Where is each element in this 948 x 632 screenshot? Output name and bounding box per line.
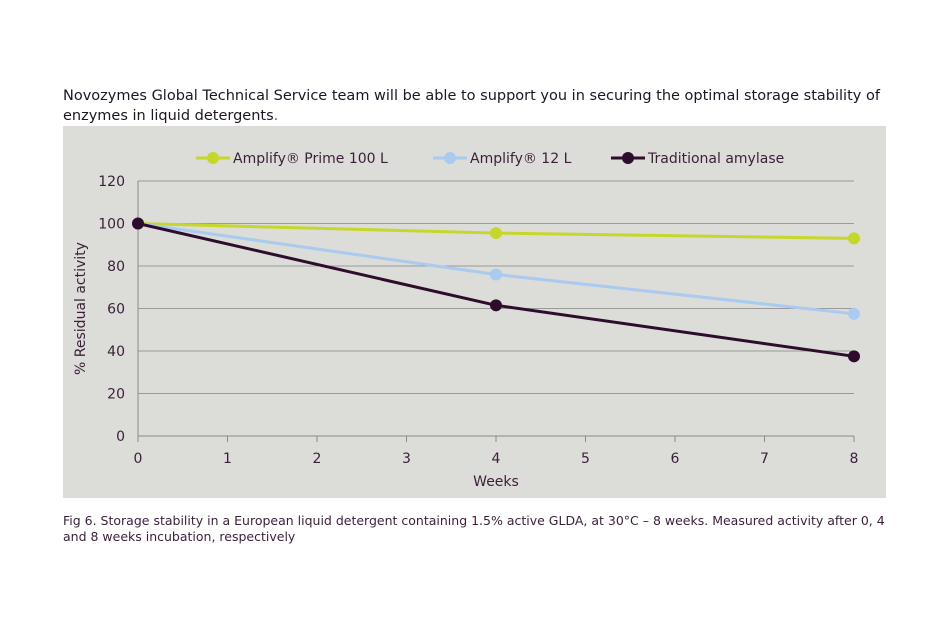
intro-paragraph: Novozymes Global Technical Service team … bbox=[63, 86, 893, 126]
legend-item-0: Amplify® Prime 100 L bbox=[196, 151, 388, 167]
x-tick-label: 3 bbox=[402, 451, 411, 467]
data-point-series-2 bbox=[490, 299, 502, 312]
x-tick-label: 8 bbox=[850, 451, 859, 467]
x-tick-label: 2 bbox=[313, 451, 322, 467]
figure-caption: Fig 6. Storage stability in a European l… bbox=[63, 513, 885, 544]
data-point-series-0 bbox=[848, 232, 860, 245]
data-point-series-2 bbox=[132, 217, 144, 230]
data-point-series-1 bbox=[848, 307, 860, 320]
data-point-series-0 bbox=[490, 227, 502, 240]
line-chart: 0 20 40 60 80 100 120 0 1 2 3 4 5 6 7 8 Weeks % Residual … bbox=[73, 151, 860, 490]
series-line-2 bbox=[137, 222, 855, 358]
legend-marker bbox=[622, 152, 634, 164]
intro-text: Novozymes Global Technical Service team … bbox=[63, 88, 880, 124]
y-tick-label: 40 bbox=[107, 344, 125, 360]
y-tick-label: 80 bbox=[107, 259, 125, 275]
legend-marker bbox=[444, 152, 456, 164]
y-tick-label: 60 bbox=[107, 302, 125, 318]
x-tick-label: 1 bbox=[223, 451, 232, 467]
x-tick-label: 6 bbox=[671, 451, 680, 467]
y-tick-label: 20 bbox=[107, 387, 125, 403]
data-point-series-2 bbox=[848, 350, 860, 363]
data-point-series-1 bbox=[490, 268, 502, 281]
legend-item-1: Amplify® 12 L bbox=[433, 151, 572, 167]
legend-item-2: Traditional amylase bbox=[611, 151, 784, 167]
y-tick-label: 120 bbox=[98, 174, 125, 190]
y-axis-title: % Residual activity bbox=[73, 242, 89, 375]
x-tick-label: 4 bbox=[492, 451, 501, 467]
legend-label: Traditional amylase bbox=[647, 151, 784, 167]
legend-label: Amplify® Prime 100 L bbox=[233, 151, 388, 167]
y-tick-label: 0 bbox=[116, 429, 125, 445]
chart-panel: 0 20 40 60 80 100 120 0 1 2 3 4 5 6 7 8 Weeks % Residual … bbox=[63, 126, 886, 498]
x-tick-label: 0 bbox=[134, 451, 143, 467]
x-axis-title: Weeks bbox=[473, 474, 519, 490]
legend-marker bbox=[207, 152, 219, 164]
x-tick-label: 5 bbox=[581, 451, 590, 467]
legend-label: Amplify® 12 L bbox=[470, 151, 572, 167]
intro-period: . bbox=[273, 108, 279, 124]
y-tick-label: 100 bbox=[98, 217, 125, 233]
x-tick-label: 7 bbox=[760, 451, 769, 467]
